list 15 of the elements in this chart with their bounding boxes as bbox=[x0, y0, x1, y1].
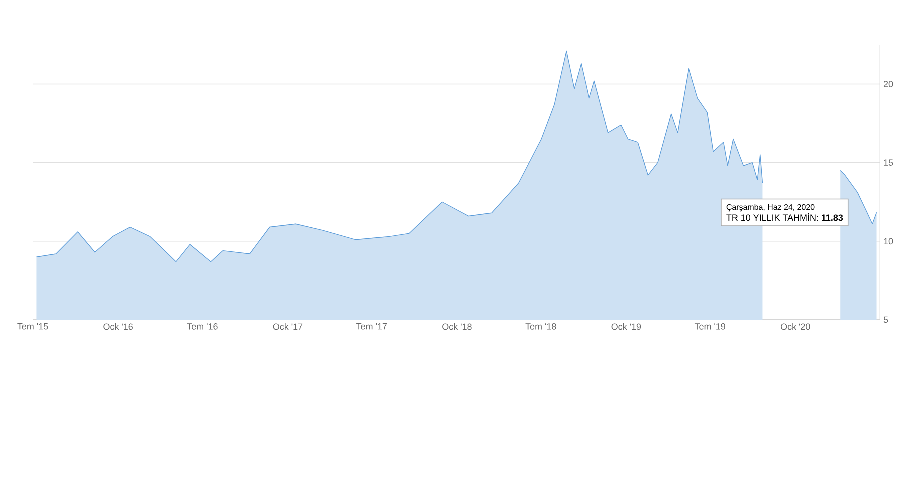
x-tick-label: Ock '18 bbox=[442, 324, 472, 330]
x-tick-label: Tem '17 bbox=[356, 324, 388, 330]
annotation: TR 10 YILLIK TAHMİN: 11.83 bbox=[726, 213, 844, 222]
y-tick-label: 15 bbox=[884, 160, 894, 166]
x-tick-label: Ock '19 bbox=[612, 324, 642, 330]
x-tick-label: Ock '20 bbox=[781, 324, 810, 330]
y-tick-label: 20 bbox=[884, 81, 894, 88]
x-tick-label: Tem '15 bbox=[18, 324, 48, 330]
x-tick-label: Ock '17 bbox=[273, 324, 303, 330]
y-tick-label: 5 bbox=[884, 316, 888, 324]
x-tick-label: Tem '19 bbox=[694, 324, 726, 330]
y-tick-label: 10 bbox=[884, 238, 894, 245]
x-tick-label: Tem '16 bbox=[187, 324, 218, 330]
x-tick-label: Ock '16 bbox=[104, 324, 133, 330]
x-tick-label: Tem '18 bbox=[526, 324, 556, 330]
